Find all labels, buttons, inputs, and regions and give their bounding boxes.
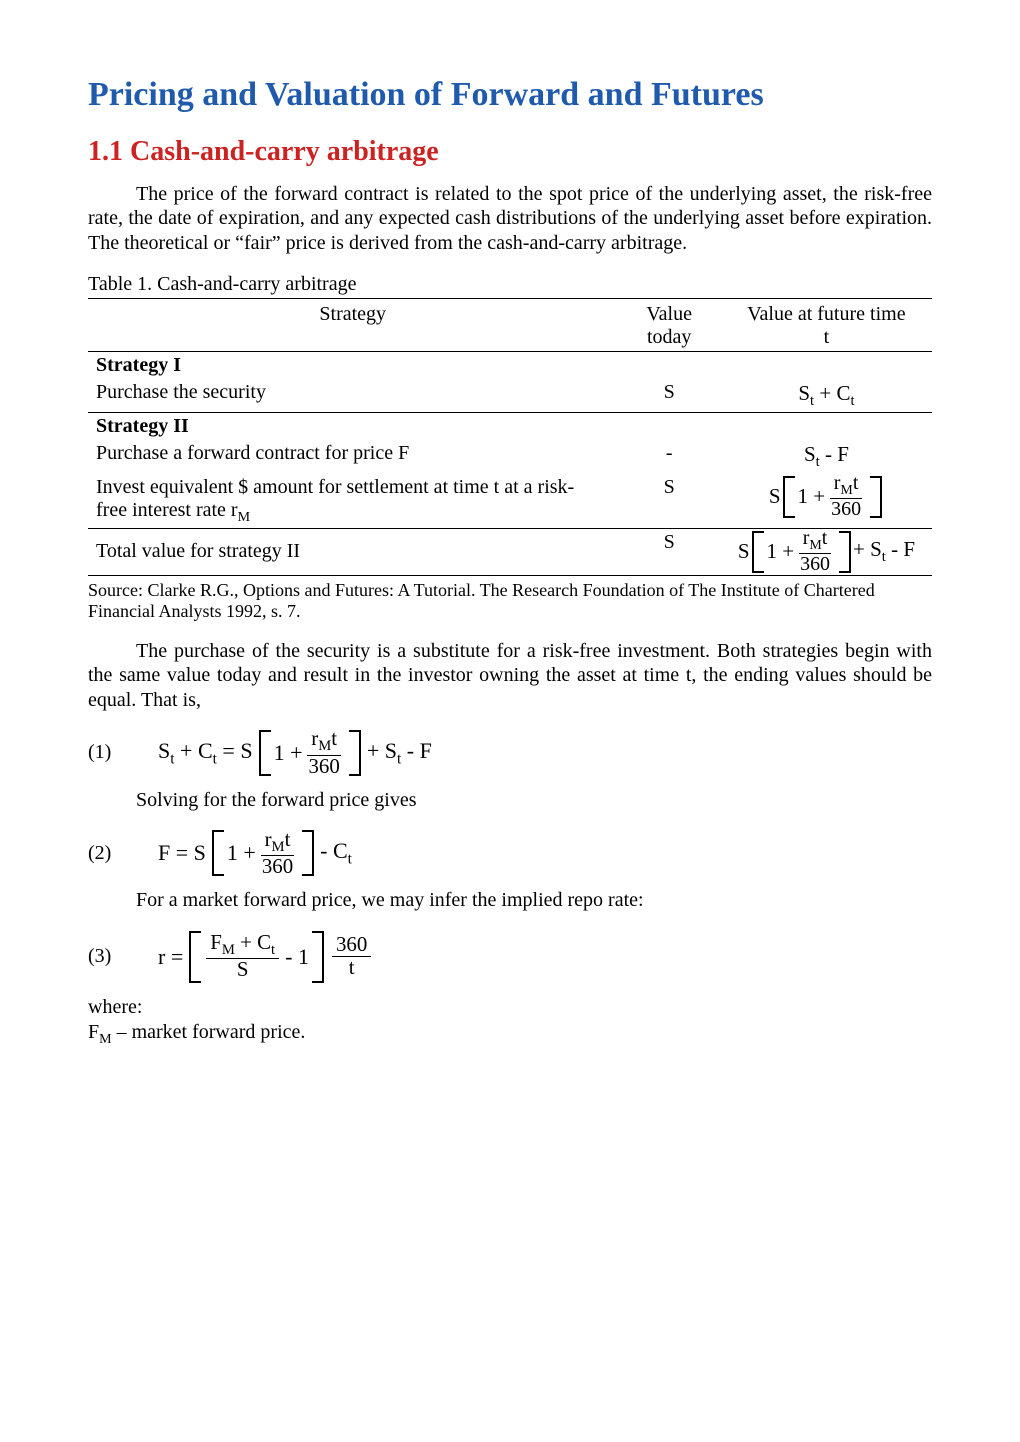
strategy2-row2-future: S 1 + rMt 360: [721, 474, 932, 529]
repo-text: For a market forward price, we may infer…: [136, 889, 644, 911]
strategy1-future: St + Ct: [721, 379, 932, 413]
where-block: where: FM – market forward price.: [88, 995, 932, 1049]
strategy2-total-future: S 1 + rMt 360 + St - F: [721, 528, 932, 575]
eq1-fraction: rMt 360: [304, 728, 343, 777]
strategy2-row1-label: Purchase a forward contract for price F: [88, 440, 617, 473]
eq3-outer-fraction: 360 t: [332, 934, 371, 979]
strategy2-row2-today: S: [617, 474, 720, 529]
eq3-outer-den: t: [345, 957, 359, 979]
intro-paragraph: The price of the forward contract is rel…: [88, 182, 932, 255]
solving-line: Solving for the forward price gives: [88, 788, 932, 812]
paragraph-2-text: The purchase of the security is a substi…: [88, 640, 932, 711]
hdr-today-l1: Value: [646, 303, 692, 325]
eq1-bracket: 1 + rMt 360: [259, 730, 361, 776]
paragraph-2: The purchase of the security is a substi…: [88, 639, 932, 712]
equation-3: (3) r = FM + Ct S - 1 360 t: [88, 931, 932, 983]
eq3-inner-den: S: [233, 959, 253, 981]
eq3-bracket: FM + Ct S - 1: [189, 931, 324, 983]
strategy2-row2-label: Invest equivalent $ amount for settlemen…: [88, 474, 617, 529]
strategy1-today: S: [617, 379, 720, 413]
table-caption: Table 1. Cash-and-carry arbitrage: [88, 273, 932, 299]
equation-1: (1) St + Ct = S 1 + rMt 360 + St - F: [88, 730, 932, 776]
bracket-icon: 1 + rMt 360: [783, 476, 883, 518]
bracket-prefix-2: 1 +: [767, 539, 795, 564]
equation-2: (2) F = S 1 + rMt 360 - Ct: [88, 830, 932, 876]
eq2-bracket: 1 + rMt 360: [212, 830, 314, 876]
document-page: Pricing and Valuation of Forward and Fut…: [0, 0, 1020, 1442]
hdr-future-l2: t: [824, 326, 830, 348]
table-header-value-future: Value at future time t: [721, 301, 932, 352]
where-line: FM – market forward price.: [88, 1020, 932, 1049]
where-label: where:: [88, 995, 932, 1020]
eq3-number: (3): [88, 945, 158, 968]
intro-text: The price of the forward contract is rel…: [88, 183, 932, 254]
strategy2-title: Strategy II: [88, 413, 617, 441]
table-source: Source: Clarke R.G., Options and Futures…: [88, 580, 932, 623]
strategy2-row1-future: St - F: [721, 440, 932, 473]
section-title: Cash-and-carry arbitrage: [130, 136, 439, 167]
fraction: rMt 360: [827, 473, 865, 521]
S-prefix-2: S: [738, 539, 750, 564]
eq1-number: (1): [88, 741, 158, 764]
hdr-future-l1: Value at future time: [747, 303, 905, 325]
strategy1-row-label: Purchase the security: [88, 379, 617, 413]
section-heading: 1.1 Cash-and-carry arbitrage: [88, 136, 932, 168]
strategy1-title: Strategy I: [88, 352, 617, 380]
repo-line: For a market forward price, we may infer…: [88, 888, 932, 912]
eq3-inner-tail: - 1: [285, 944, 309, 970]
bracket-icon-2: 1 + rMt 360: [752, 531, 852, 573]
eq2-bracket-prefix: 1 +: [227, 840, 256, 866]
eq2-number: (2): [88, 842, 158, 865]
frac-den: 360: [827, 499, 865, 520]
fraction-2: rMt 360: [796, 528, 834, 576]
eq3-lhs: r =: [158, 944, 183, 970]
arbitrage-table: Strategy Value today Value at future tim…: [88, 301, 932, 575]
hdr-today-l2: today: [647, 326, 691, 348]
eq3-inner-fraction: FM + Ct S: [206, 932, 279, 981]
strategy2-total-today: S: [617, 528, 720, 575]
strategy2-row1-today: -: [617, 440, 720, 473]
section-number: 1.1: [88, 136, 123, 167]
eq3-outer-num: 360: [332, 934, 371, 957]
eq2-fraction: rMt 360: [258, 829, 297, 878]
frac-den-2: 360: [796, 554, 834, 575]
eq2-frac-den: 360: [258, 856, 297, 878]
page-title: Pricing and Valuation of Forward and Fut…: [88, 76, 932, 114]
table-header-strategy: Strategy: [88, 301, 617, 352]
solving-text: Solving for the forward price gives: [136, 789, 416, 811]
bracket-prefix: 1 +: [798, 484, 826, 509]
eq1-frac-den: 360: [304, 756, 343, 778]
eq1-bracket-prefix: 1 +: [274, 740, 303, 766]
table-header-value-today: Value today: [617, 301, 720, 352]
S-prefix: S: [769, 484, 781, 509]
strategy2-total-label: Total value for strategy II: [88, 528, 617, 575]
